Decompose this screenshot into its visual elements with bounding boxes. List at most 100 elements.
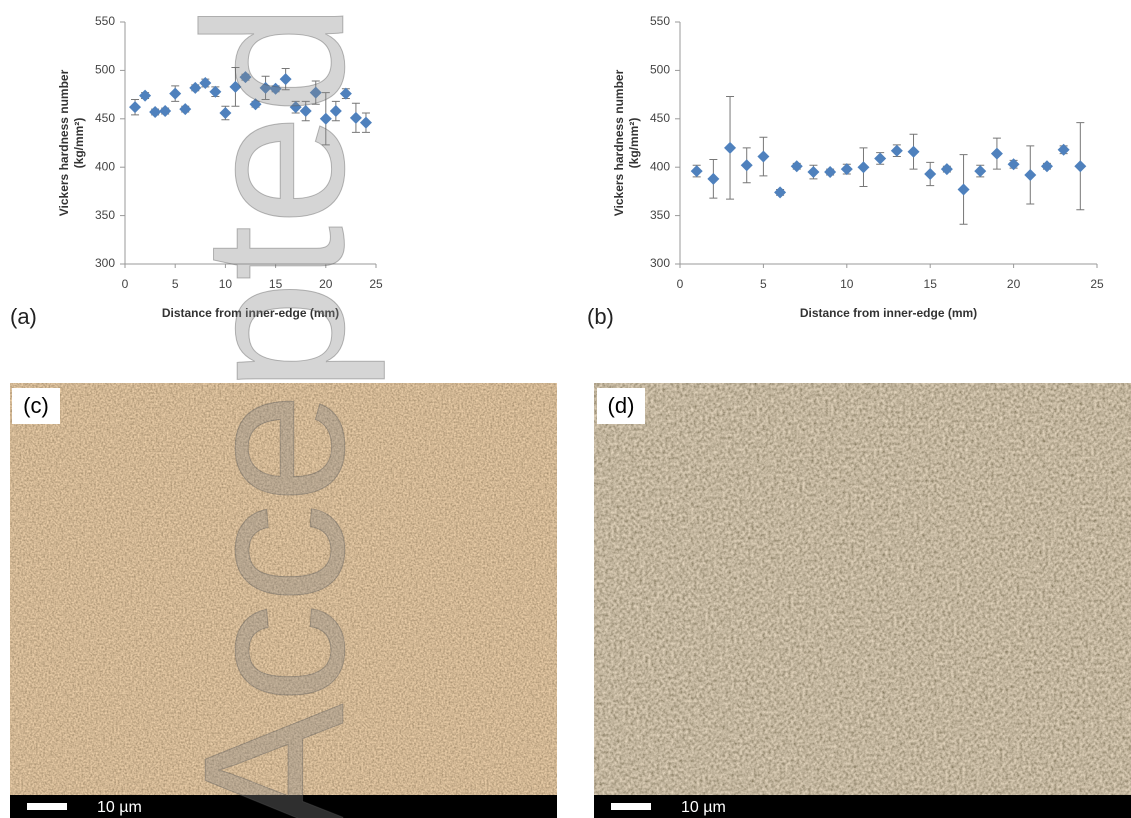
y-tick-label: 400 [95,159,115,173]
y-tick-label: 450 [95,111,115,125]
chart: 300 350 400 450 500 550 0 5 10 15 20 25 Distance fro… [587,14,1104,329]
marker [349,111,362,124]
marker [189,81,202,94]
micrograph-c: (c) 10 µm [10,383,557,818]
marker [209,85,222,98]
scale-bar-strip [10,795,557,818]
y-tick-label: 300 [650,256,670,270]
panel-label: (d) [608,393,635,418]
marker [199,76,212,89]
marker [1007,158,1020,171]
x-tick-label: 10 [219,277,233,291]
y-tick-label: 550 [95,14,115,28]
panel-label: (b) [587,304,614,329]
marker [269,82,282,95]
marker [149,106,162,119]
marker [890,144,903,157]
marker [690,165,703,178]
x-tick-label: 10 [840,277,854,291]
marker [857,161,870,174]
x-tick-label: 0 [122,277,129,291]
x-tick-label: 20 [1007,277,1021,291]
y-tick-label: 550 [650,14,670,28]
x-axis-label: Distance from inner-edge (mm) [162,306,339,320]
marker [139,89,152,102]
marker [339,87,352,100]
x-tick-label: 15 [924,277,938,291]
scale-bar [27,803,67,810]
y-tick-label: 350 [650,208,670,222]
marker [359,116,372,129]
marker [757,150,770,163]
x-tick-label: 0 [677,277,684,291]
x-tick-label: 5 [172,277,179,291]
y-tick-label: 400 [650,159,670,173]
marker [309,86,322,99]
marker [289,101,302,114]
marker [790,160,803,173]
marker [219,106,232,119]
marker [299,105,312,118]
marker [1074,160,1087,173]
y-axis-label: Vickers hardness number [57,69,71,216]
y-tick-label: 350 [95,208,115,222]
x-tick-label: 5 [760,277,767,291]
y-tick-label: 450 [650,111,670,125]
panel-label: (a) [10,304,37,329]
marker [229,80,242,93]
marker [129,101,142,114]
marker [840,163,853,176]
marker [990,147,1003,160]
marker [957,183,970,196]
marker [924,167,937,180]
marker [740,159,753,172]
marker [974,165,987,178]
micrograph-d: (d) 10 µm [594,383,1131,818]
marker [329,105,342,118]
label-box [12,388,60,424]
marker [159,105,172,118]
y-tick-label: 300 [95,256,115,270]
marker [1057,143,1070,156]
marker [940,163,953,176]
chart: 300 350 400 450 500 550 0 5 10 15 20 25 Distance fro… [10,14,383,329]
panel-label: (c) [23,393,49,418]
marker [279,73,292,86]
y-axis-label: (kg/mm²) [627,118,641,169]
marker [724,141,737,154]
marker [319,112,332,125]
marker [907,145,920,158]
y-tick-label: 500 [650,63,670,77]
micrograph-texture [594,383,1131,818]
x-axis-label: Distance from inner-edge (mm) [800,306,977,320]
marker [169,87,182,100]
marker [1024,168,1037,181]
marker [179,103,192,116]
marker [1040,160,1053,173]
marker [824,166,837,179]
scale-label: 10 µm [681,799,726,816]
marker [774,186,787,199]
label-box [597,388,645,424]
marker [239,71,252,84]
x-tick-label: 20 [319,277,333,291]
scale-bar [611,803,651,810]
x-tick-label: 25 [1090,277,1104,291]
scale-bar-strip [594,795,1131,818]
x-tick-label: 25 [369,277,383,291]
marker [249,98,262,111]
marker [259,81,272,94]
watermark: Accepted [163,3,386,818]
micrograph-texture [10,383,557,818]
scale-label: 10 µm [97,799,142,816]
marker [874,152,887,165]
marker [707,172,720,185]
y-tick-label: 500 [95,63,115,77]
marker [807,166,820,179]
y-axis-label: (kg/mm²) [72,118,86,169]
x-tick-label: 15 [269,277,283,291]
y-axis-label: Vickers hardness number [612,69,626,216]
